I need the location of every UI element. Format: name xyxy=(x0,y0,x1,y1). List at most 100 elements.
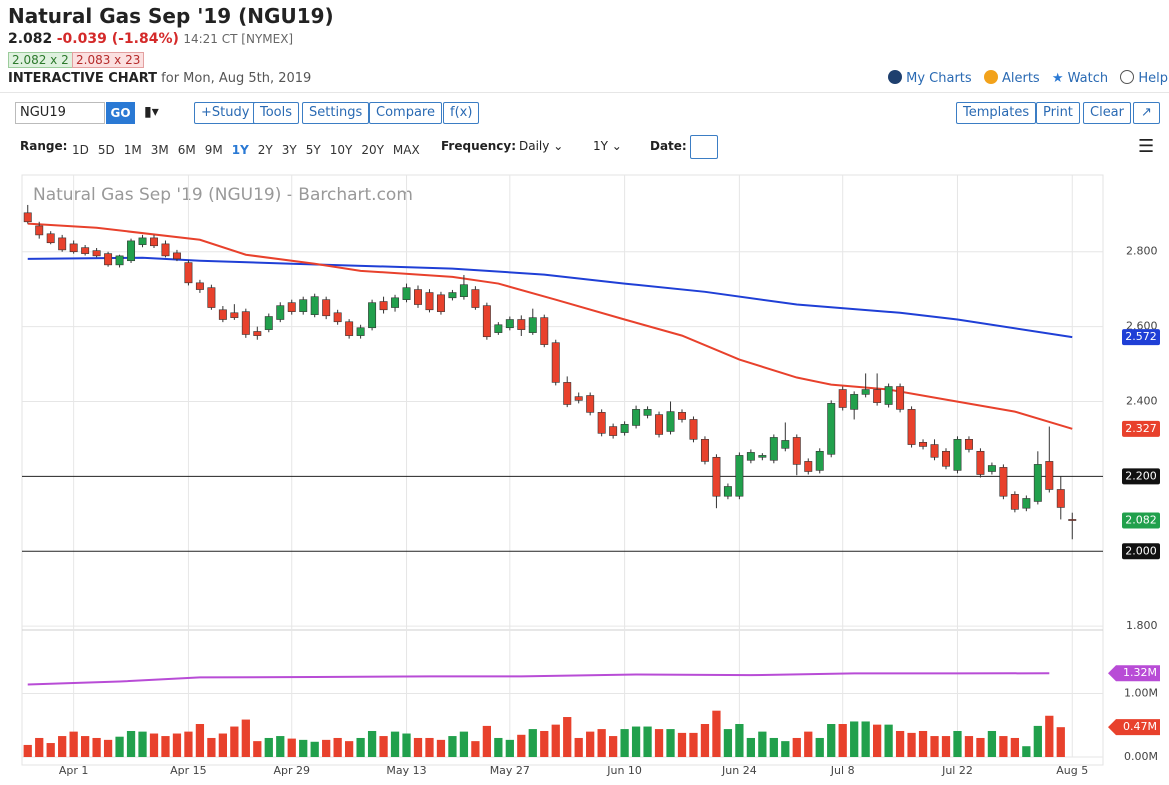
toolbar-button[interactable]: Print xyxy=(1036,102,1080,124)
link[interactable]: Watch xyxy=(1067,71,1109,86)
candle-body xyxy=(586,395,595,413)
candle-body xyxy=(127,240,136,262)
volume-bar xyxy=(1056,727,1065,757)
symbol-input[interactable]: NGU19 xyxy=(15,102,105,124)
volume-bar xyxy=(872,724,882,757)
link[interactable]: My Charts xyxy=(906,71,972,86)
candle-body xyxy=(368,302,377,329)
volume-bar xyxy=(1033,725,1042,757)
volume-bar xyxy=(631,726,641,757)
candle-body xyxy=(1045,461,1054,490)
date-label: Date: xyxy=(650,139,687,153)
volume-bar xyxy=(230,726,239,757)
candle-body xyxy=(264,316,273,330)
candle-body xyxy=(907,409,916,445)
price-tag xyxy=(1122,329,1160,346)
price-tag xyxy=(1122,543,1160,560)
candle-body xyxy=(184,262,193,284)
toolbar-button[interactable]: Clear xyxy=(1083,102,1131,124)
go-button[interactable]: GO xyxy=(106,102,135,124)
candle-body xyxy=(1056,489,1065,508)
volume-bar xyxy=(494,737,503,757)
range-option[interactable]: 1D xyxy=(72,143,89,157)
chart-frame xyxy=(21,174,1104,766)
period-select[interactable]: 1Y ⌄ xyxy=(593,139,622,153)
menu-button[interactable]: ☰ xyxy=(1138,136,1155,157)
expand-button[interactable]: ↗ xyxy=(1133,102,1160,124)
chart-heading: INTERACTIVE CHART for Mon, Aug 5th, 2019 xyxy=(8,71,311,86)
candle-body xyxy=(528,317,537,333)
volume-bar xyxy=(643,726,652,757)
range-option[interactable]: 2Y xyxy=(257,143,273,157)
candle-body xyxy=(632,409,641,426)
candle-body xyxy=(758,455,767,458)
volume-tick-label: 1.00M xyxy=(1124,687,1158,700)
volume-bar xyxy=(69,731,78,757)
volume-bar xyxy=(723,729,733,757)
candle-body xyxy=(838,389,847,408)
chart-watermark: Natural Gas Sep '19 (NGU19) - Barchart.c… xyxy=(33,185,413,205)
range-option[interactable]: MAX xyxy=(392,143,420,157)
toolbar-button[interactable]: Templates xyxy=(956,102,1037,124)
candle-body xyxy=(678,412,686,420)
toolbar-button[interactable]: Compare xyxy=(369,102,442,124)
candle-body xyxy=(379,301,388,311)
candle-body xyxy=(230,312,239,318)
volume-bar xyxy=(574,737,583,757)
range-option[interactable]: 1Y xyxy=(231,143,249,157)
x-tick-label: Jul 8 xyxy=(830,764,855,777)
range-option[interactable]: 5D xyxy=(97,143,115,157)
range-option[interactable]: 3M xyxy=(150,143,169,157)
volume-bar xyxy=(310,741,319,757)
candle-body xyxy=(689,419,698,440)
toolbar-button[interactable]: Tools xyxy=(253,102,300,124)
volume-tag xyxy=(1108,665,1160,682)
volume-bar xyxy=(781,741,790,757)
link[interactable]: Alerts xyxy=(1001,71,1040,86)
candle-body xyxy=(104,253,113,266)
candle-body xyxy=(792,437,801,465)
calendar-button[interactable] xyxy=(690,135,718,159)
volume-bar xyxy=(827,724,836,757)
candle-body xyxy=(999,467,1008,497)
range-option[interactable]: 20Y xyxy=(361,143,384,157)
volume-bar xyxy=(758,731,767,757)
candle-body xyxy=(551,342,560,383)
candle-body xyxy=(919,442,928,447)
range-option[interactable]: 9M xyxy=(204,143,223,157)
range-option[interactable]: 1M xyxy=(123,143,142,157)
link[interactable]: Help xyxy=(1138,71,1169,86)
price-change: -0.039 (-1.84%) xyxy=(56,31,179,47)
toolbar-button[interactable]: Settings xyxy=(302,102,370,124)
volume-bar xyxy=(344,741,354,757)
volume-bar xyxy=(35,737,44,757)
candle-body xyxy=(471,289,480,308)
volume-bar xyxy=(299,739,308,757)
candle-body xyxy=(276,305,285,320)
candle-body xyxy=(161,243,170,257)
candle-body xyxy=(987,465,996,472)
volume-bar xyxy=(425,737,434,757)
toolbar-button[interactable]: f(x) xyxy=(443,102,480,124)
volume-bar xyxy=(677,732,687,757)
volume-bar xyxy=(884,724,893,757)
x-tick-label: Jul 22 xyxy=(941,764,973,777)
volume-bar xyxy=(356,737,365,757)
range-option[interactable]: 10Y xyxy=(329,143,353,157)
range-option[interactable]: 5Y xyxy=(305,143,321,157)
range-option[interactable]: 3Y xyxy=(281,143,297,157)
chart-type-menu[interactable]: ▮▾ xyxy=(144,104,159,120)
frequency-select[interactable]: Daily ⌄ xyxy=(519,139,564,153)
volume-bar xyxy=(666,729,675,757)
candle-body xyxy=(172,252,181,260)
volume-bar xyxy=(1010,737,1020,757)
toolbar-button[interactable]: +Study xyxy=(194,102,257,124)
volume-bar xyxy=(608,736,618,757)
range-option[interactable]: 6M xyxy=(177,143,196,157)
volume-bar xyxy=(1045,715,1054,757)
candle-body xyxy=(517,319,526,330)
price-tag xyxy=(1122,468,1160,485)
x-tick-label: Aug 5 xyxy=(1056,764,1088,777)
